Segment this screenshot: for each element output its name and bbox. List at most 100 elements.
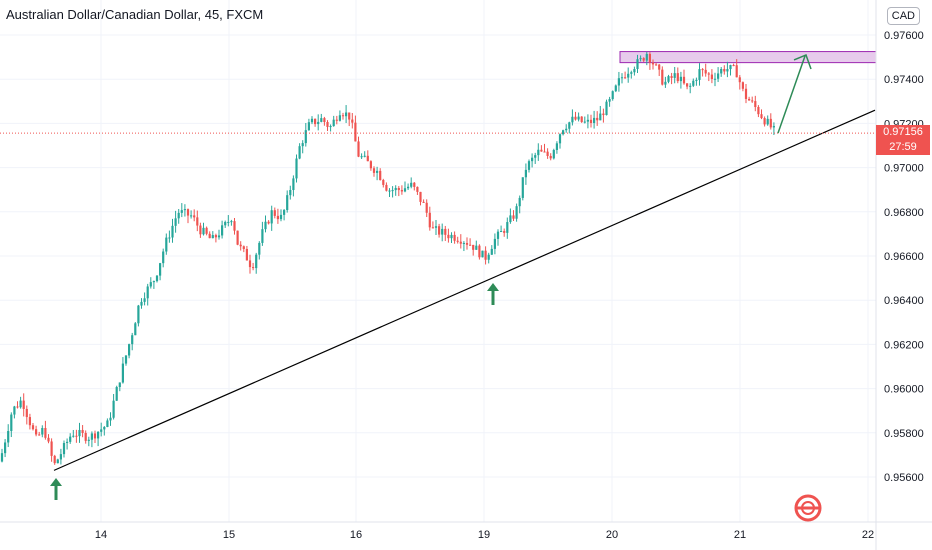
x-tick-label: 19 <box>478 529 490 541</box>
candle-body <box>515 206 518 219</box>
candle-body <box>248 260 252 268</box>
candle-body <box>273 210 276 216</box>
candle-body <box>679 76 682 82</box>
candle-body <box>93 433 97 439</box>
candle-body <box>301 143 304 147</box>
candle-body <box>22 400 25 409</box>
candle-body <box>199 225 202 235</box>
candle-body <box>484 250 487 260</box>
candle-body <box>447 234 450 239</box>
candle-body <box>428 212 431 228</box>
candle-body <box>100 429 103 432</box>
candle-body <box>543 151 546 153</box>
candle-body <box>239 244 242 247</box>
candle-body <box>701 69 704 71</box>
candle-body <box>224 221 227 226</box>
candle-body <box>403 188 407 192</box>
candle-body <box>329 126 332 128</box>
support-arrow-head-icon <box>487 283 499 291</box>
candle-body <box>713 78 717 80</box>
candle-body <box>521 177 524 198</box>
candle-body <box>732 65 735 67</box>
candle-body <box>490 248 493 255</box>
candle-body <box>276 215 279 220</box>
candle-body <box>47 437 50 442</box>
currency-button[interactable]: CAD <box>886 7 920 25</box>
candle-body <box>338 115 341 121</box>
candle-body <box>143 298 146 302</box>
candle-body <box>351 119 354 123</box>
candle-body <box>552 150 555 159</box>
candle-body <box>121 363 124 383</box>
candle-body <box>162 251 165 264</box>
candle-body <box>441 228 444 235</box>
candle-body <box>518 197 521 207</box>
x-tick-label: 22 <box>862 529 874 541</box>
candlesticks <box>0 51 775 465</box>
candle-body <box>658 64 661 70</box>
candle-body <box>335 119 338 121</box>
candle-body <box>211 235 214 239</box>
tradingview-logo-icon[interactable] <box>793 493 823 523</box>
y-tick-label: 0.96000 <box>884 384 924 396</box>
candle-body <box>202 227 205 235</box>
candle-body <box>190 215 193 217</box>
chart-grid <box>0 0 876 522</box>
candle-body <box>717 73 720 79</box>
candle-body <box>605 101 608 116</box>
price-axis[interactable]: 0.95600 0.95800 0.96000 0.96200 0.96400 0.966… <box>875 0 924 550</box>
x-tick-label: 16 <box>350 529 362 541</box>
bar-countdown-label: 27:59 <box>876 140 930 155</box>
candle-body <box>558 134 562 144</box>
candle-body <box>149 282 152 287</box>
candle-body <box>295 158 298 179</box>
y-tick-label: 0.96200 <box>884 339 924 351</box>
candle-body <box>53 455 56 464</box>
trendline[interactable] <box>53 109 876 471</box>
candle-body <box>735 65 738 78</box>
candle-body <box>174 218 177 226</box>
candle-body <box>35 429 38 435</box>
candle-body <box>651 62 655 65</box>
candle-body <box>400 190 403 192</box>
candle-body <box>475 245 478 250</box>
candle-body <box>757 107 760 115</box>
candle-body <box>341 115 345 117</box>
candle-body <box>242 246 245 249</box>
candle-body <box>391 190 394 192</box>
y-tick-label: 0.95800 <box>884 428 924 440</box>
candle-body <box>586 119 589 122</box>
candle-body <box>103 426 106 430</box>
candle-body <box>363 155 366 157</box>
candle-body <box>81 429 84 433</box>
candle-body <box>645 53 648 61</box>
candle-body <box>469 244 472 246</box>
candle-body <box>726 69 729 72</box>
candle-body <box>676 73 679 82</box>
candle-body <box>531 157 534 162</box>
candle-body <box>459 241 462 244</box>
candle-body <box>670 76 673 78</box>
candle-body <box>512 215 515 219</box>
candle-body <box>227 221 230 223</box>
candle-body <box>416 186 419 192</box>
candle-body <box>97 431 100 439</box>
time-axis[interactable]: 14 15 16 19 20 21 22 <box>0 521 932 541</box>
candle-body <box>267 221 270 224</box>
candle-body <box>741 82 744 89</box>
candle-body <box>500 231 503 233</box>
support-arrow-head-icon <box>50 478 62 486</box>
candle-body <box>19 400 22 408</box>
candle-body <box>540 149 543 152</box>
candle-body <box>673 73 676 78</box>
candle-body <box>379 170 382 180</box>
candle-body <box>323 118 326 123</box>
candle-body <box>689 85 692 87</box>
candle-body <box>723 68 726 72</box>
candle-body <box>407 186 410 189</box>
candle-body <box>388 190 391 192</box>
candle-body <box>633 69 636 73</box>
candle-body <box>155 275 159 282</box>
candle-body <box>583 121 586 123</box>
